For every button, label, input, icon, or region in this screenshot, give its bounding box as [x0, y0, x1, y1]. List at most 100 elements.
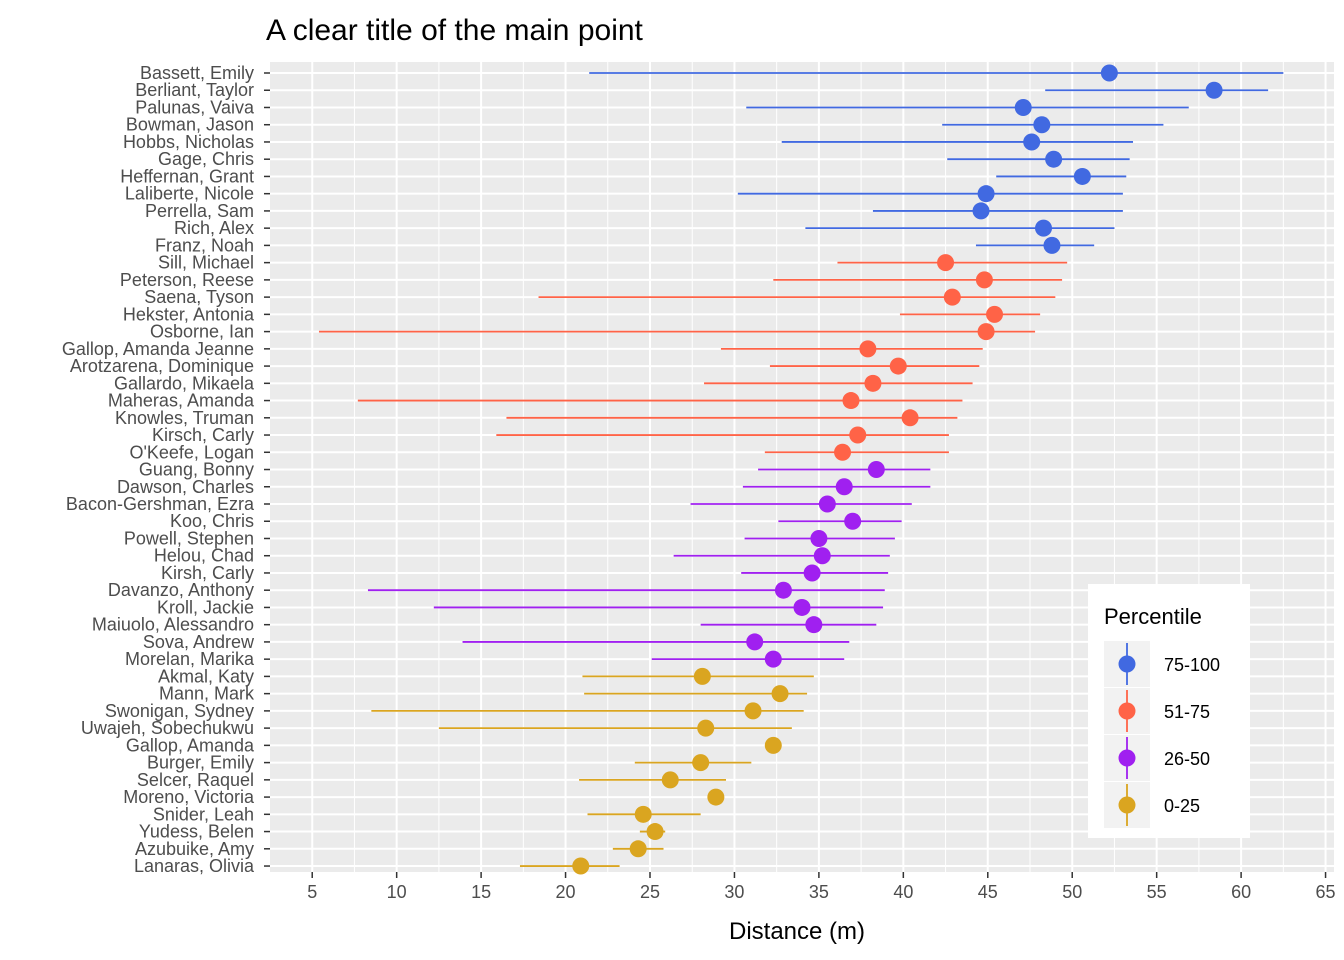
- y-tick-label: Gallop, Amanda: [126, 735, 255, 755]
- y-tick-label: Knowles, Truman: [115, 408, 254, 428]
- data-point: [707, 788, 725, 806]
- data-point: [764, 736, 782, 754]
- y-tick-label: Burger, Emily: [147, 753, 254, 773]
- data-point: [1073, 167, 1091, 185]
- y-tick-label: Mann, Mark: [159, 684, 255, 704]
- data-point: [1045, 150, 1063, 168]
- data-point: [774, 581, 792, 599]
- x-tick-label: 15: [471, 882, 491, 902]
- x-tick-label: 20: [556, 882, 576, 902]
- y-tick-label: Morelan, Marika: [125, 649, 255, 669]
- data-point: [834, 443, 852, 461]
- data-point: [977, 323, 995, 341]
- data-point: [1014, 98, 1032, 116]
- y-tick-label: Sill, Michael: [158, 253, 254, 273]
- y-tick-label: Snider, Leah: [153, 804, 254, 824]
- x-tick-label: 50: [1062, 882, 1082, 902]
- y-tick-label: Sova, Andrew: [143, 632, 255, 652]
- legend-key-point: [1118, 796, 1136, 814]
- data-point: [867, 461, 885, 479]
- legend-label: 75-100: [1164, 655, 1220, 675]
- y-tick-label: Palunas, Vaiva: [135, 97, 255, 117]
- y-tick-label: Helou, Chad: [154, 546, 254, 566]
- data-points: [572, 64, 1223, 875]
- y-tick-label: O'Keefe, Logan: [129, 442, 254, 462]
- x-tick-label: 35: [809, 882, 829, 902]
- y-tick-label: Davanzo, Anthony: [108, 580, 254, 600]
- data-point: [744, 702, 762, 720]
- legend-key-point: [1118, 655, 1136, 673]
- y-tick-label: Bassett, Emily: [140, 63, 254, 83]
- y-tick-label: Saena, Tyson: [144, 287, 254, 307]
- y-tick-label: Azubuike, Amy: [135, 839, 254, 859]
- y-tick-label: Dawson, Charles: [117, 477, 254, 497]
- y-tick-label: Maiuolo, Alessandro: [92, 615, 254, 635]
- data-point: [889, 357, 907, 375]
- legend: Percentile 75-100 51-75 26-50 0-25: [1088, 584, 1250, 838]
- x-tick-label: 45: [978, 882, 998, 902]
- x-tick-label: 5: [307, 882, 317, 902]
- y-tick-label: Lanaras, Olivia: [134, 856, 255, 876]
- y-tick-label: Uwajeh, Sobechukwu: [81, 718, 254, 738]
- data-point: [859, 340, 877, 358]
- data-point: [793, 598, 811, 616]
- data-point: [943, 288, 961, 306]
- data-point: [810, 529, 828, 547]
- y-tick-label: Perrella, Sam: [145, 201, 254, 221]
- x-tick-label: 10: [387, 882, 407, 902]
- y-tick-label: Selcer, Raquel: [137, 770, 254, 790]
- data-point: [629, 840, 647, 858]
- data-point: [634, 805, 652, 823]
- data-point: [842, 392, 860, 410]
- y-tick-label: Powell, Stephen: [124, 528, 254, 548]
- data-point: [986, 305, 1004, 323]
- y-tick-label: Arotzarena, Dominique: [70, 356, 254, 376]
- data-point: [1033, 116, 1051, 134]
- x-tick-label: 65: [1316, 882, 1336, 902]
- data-point: [977, 185, 995, 203]
- y-tick-label: Gallardo, Mikaela: [114, 373, 255, 393]
- y-tick-label: Rich, Alex: [174, 218, 254, 238]
- x-axis-title: Distance (m): [729, 918, 865, 945]
- data-point: [849, 426, 867, 444]
- y-tick-label: Guang, Bonny: [139, 460, 254, 480]
- data-point: [1043, 236, 1061, 254]
- legend-label: 26-50: [1164, 749, 1210, 769]
- x-tick-label: 25: [640, 882, 660, 902]
- data-point: [844, 512, 862, 530]
- y-tick-label: Peterson, Reese: [120, 270, 254, 290]
- data-point: [937, 254, 955, 272]
- data-point: [805, 616, 823, 634]
- data-point: [1205, 81, 1223, 99]
- y-tick-label: Kirsch, Carly: [152, 425, 254, 445]
- data-point: [692, 754, 710, 772]
- data-point: [572, 857, 590, 875]
- data-point: [746, 633, 764, 651]
- data-point: [764, 650, 782, 668]
- y-tick-label: Kirsh, Carly: [161, 563, 254, 583]
- y-tick-label: Koo, Chris: [170, 511, 254, 531]
- x-tick-label: 60: [1231, 882, 1251, 902]
- x-axis: 5 10 15 20 25 30 35 40 45 50 55 60 65: [307, 872, 1336, 902]
- y-tick-label: Heffernan, Grant: [120, 166, 254, 186]
- y-tick-label: Laliberte, Nicole: [125, 184, 254, 204]
- data-point: [972, 202, 990, 220]
- legend-label: 51-75: [1164, 702, 1210, 722]
- x-tick-label: 55: [1147, 882, 1167, 902]
- y-tick-label: Swonigan, Sydney: [105, 701, 254, 721]
- y-tick-label: Bowman, Jason: [126, 115, 254, 135]
- data-point: [813, 547, 831, 565]
- range-lines: [318, 72, 1284, 867]
- y-tick-label: Moreno, Victoria: [123, 787, 255, 807]
- y-tick-label: Berliant, Taylor: [135, 80, 254, 100]
- data-point: [864, 374, 882, 392]
- data-point: [771, 685, 789, 703]
- y-tick-label: Osborne, Ian: [150, 322, 254, 342]
- data-point: [693, 667, 711, 685]
- data-point: [1100, 64, 1118, 82]
- y-tick-label: Bacon-Gershman, Ezra: [66, 494, 255, 514]
- y-tick-label: Hobbs, Nicholas: [123, 132, 254, 152]
- legend-keys: 75-100 51-75 26-50 0-25: [1104, 641, 1220, 828]
